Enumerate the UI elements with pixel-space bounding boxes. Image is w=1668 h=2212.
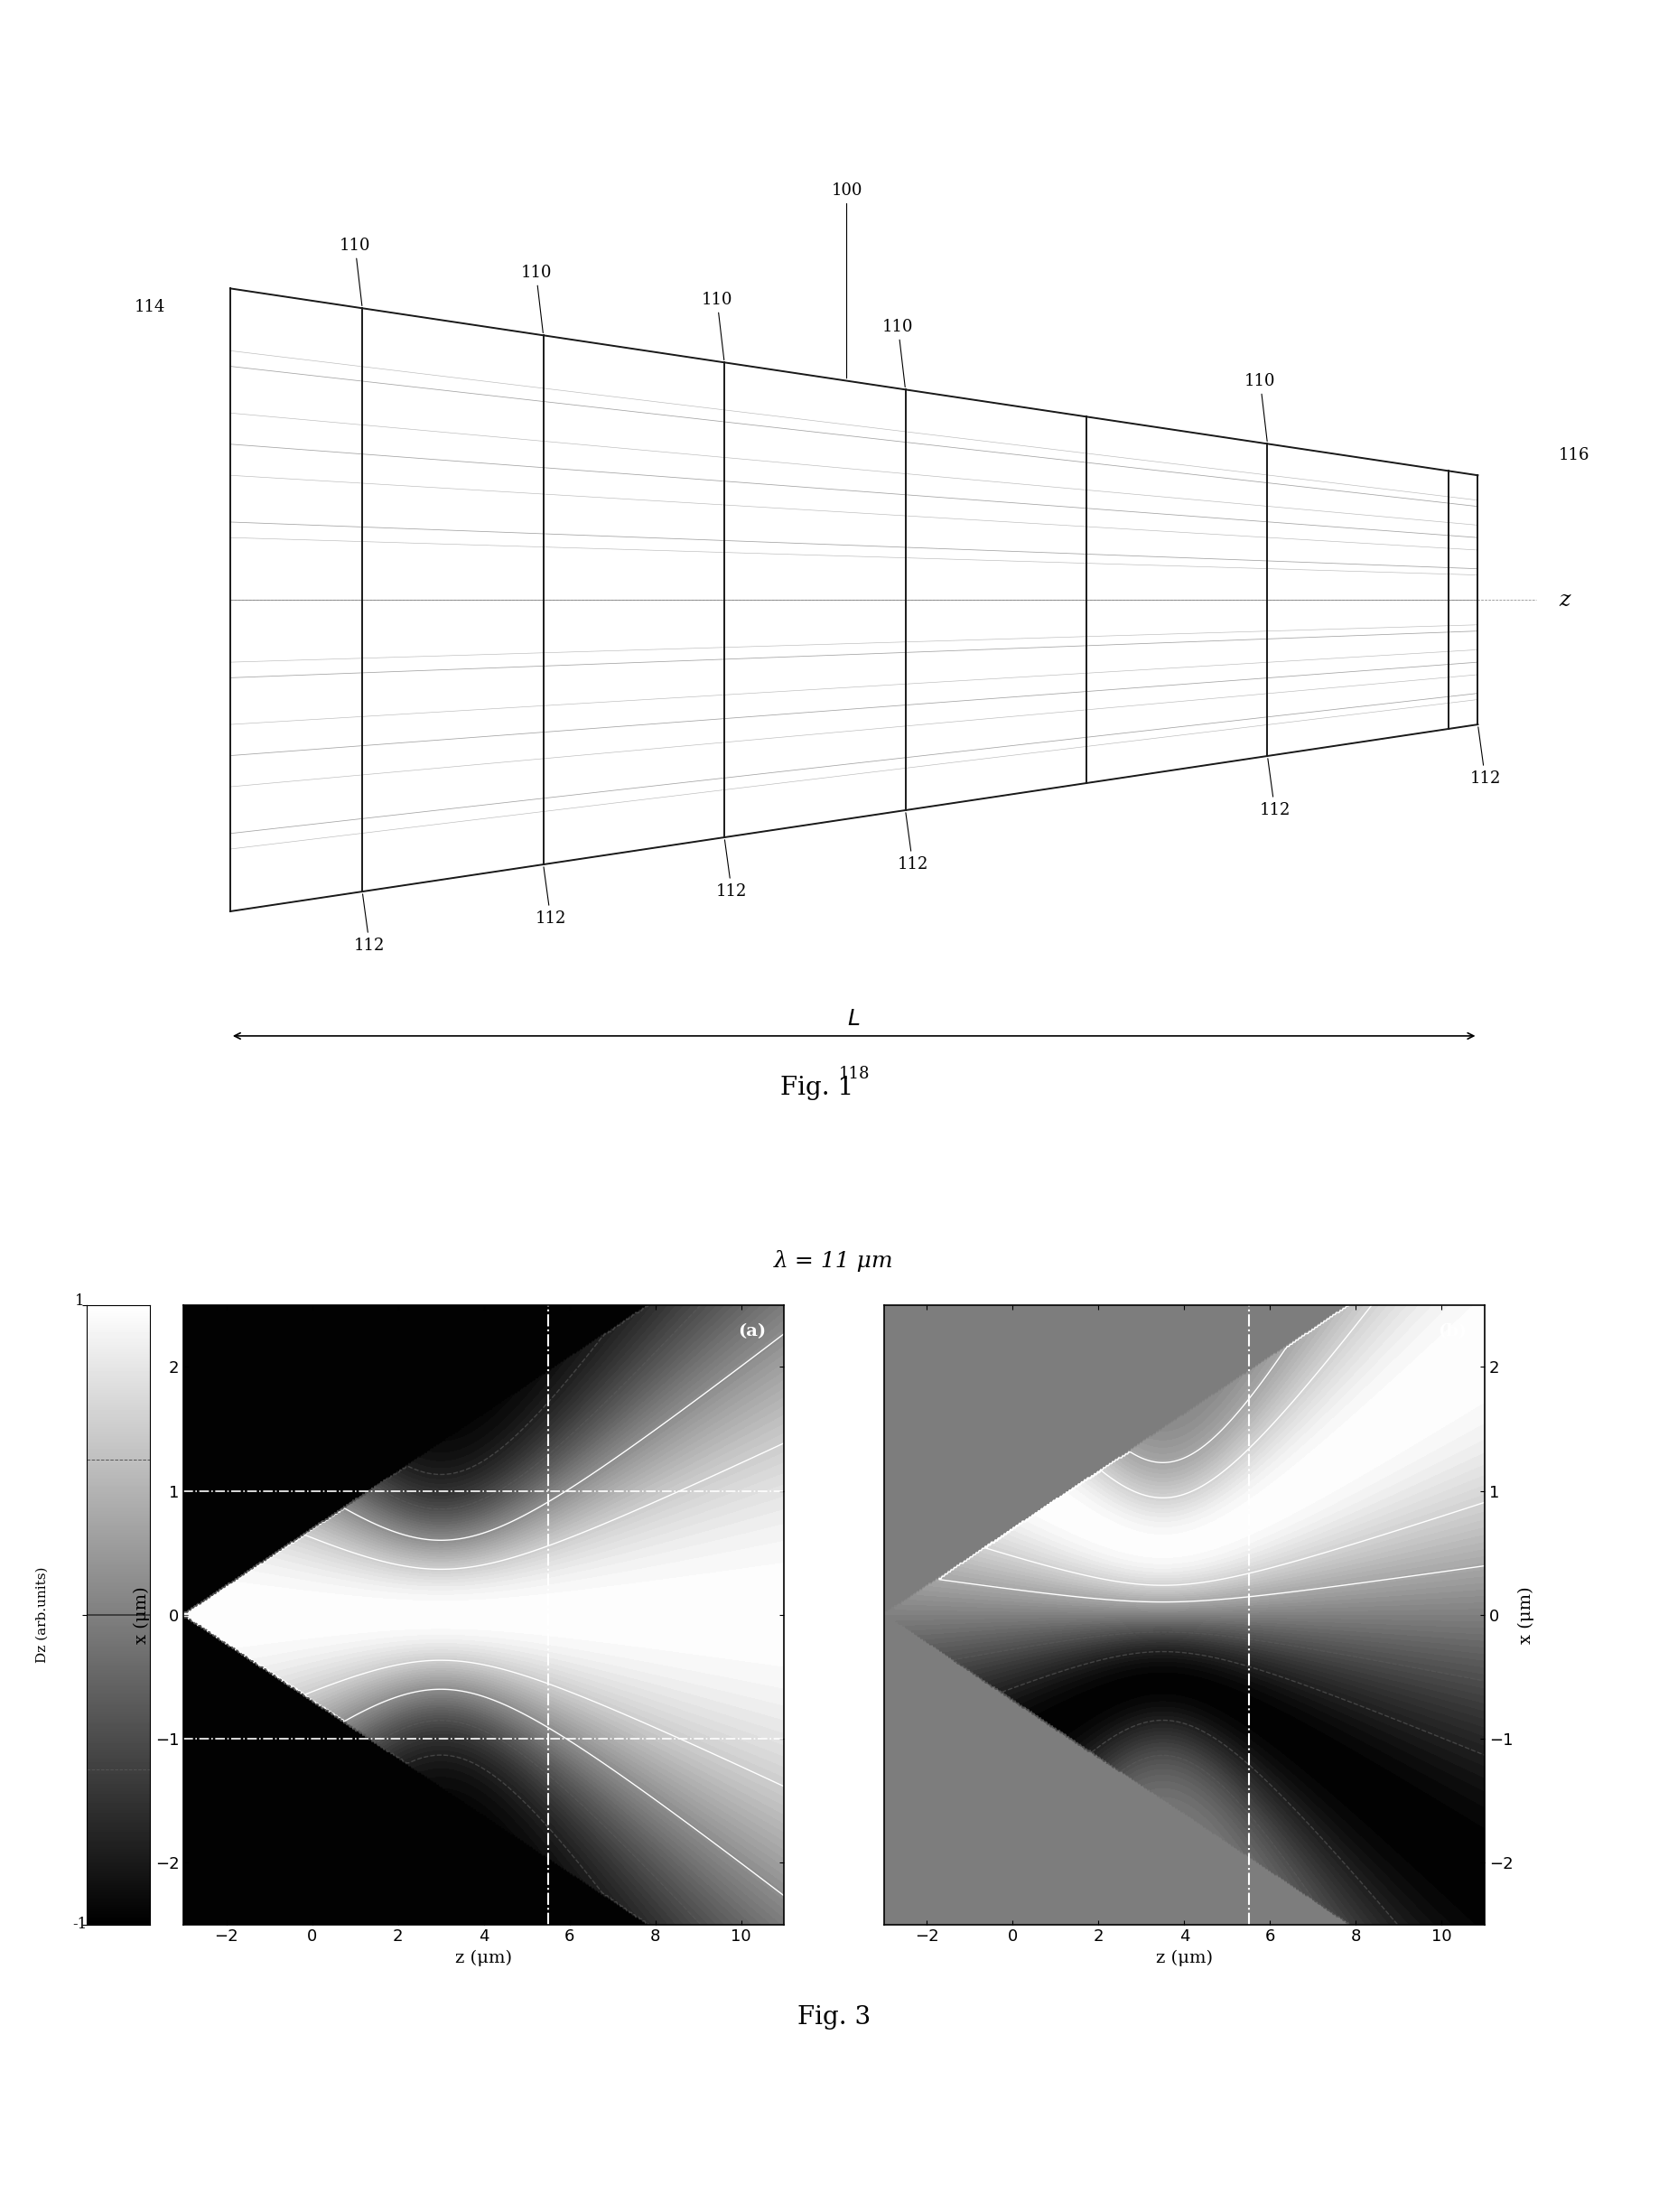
Text: Fig. 3: Fig. 3 bbox=[797, 2004, 871, 2028]
Text: -1: -1 bbox=[73, 1918, 87, 1931]
Text: z: z bbox=[1558, 591, 1570, 611]
Text: $L$: $L$ bbox=[847, 1009, 861, 1031]
Y-axis label: x (μm): x (μm) bbox=[1518, 1586, 1535, 1644]
Text: Fig. 1: Fig. 1 bbox=[781, 1075, 854, 1099]
Text: 116: 116 bbox=[1558, 447, 1590, 462]
Text: 110: 110 bbox=[882, 319, 914, 387]
Text: 114: 114 bbox=[133, 299, 165, 316]
Text: (b): (b) bbox=[1438, 1323, 1466, 1340]
Text: 112: 112 bbox=[1259, 759, 1291, 818]
Text: 112: 112 bbox=[1470, 728, 1501, 787]
Text: 1: 1 bbox=[75, 1294, 85, 1307]
Y-axis label: x (μm): x (μm) bbox=[133, 1586, 150, 1644]
Text: λ = 11 μm: λ = 11 μm bbox=[774, 1250, 894, 1272]
Text: Dz (arb.units): Dz (arb.units) bbox=[35, 1566, 48, 1663]
X-axis label: z (μm): z (μm) bbox=[455, 1951, 512, 1966]
Text: 110: 110 bbox=[1244, 374, 1276, 442]
Text: 110: 110 bbox=[520, 263, 552, 332]
X-axis label: z (μm): z (μm) bbox=[1156, 1951, 1213, 1966]
Text: 100: 100 bbox=[831, 181, 862, 378]
Text: 110: 110 bbox=[339, 237, 370, 305]
Text: (a): (a) bbox=[737, 1323, 766, 1340]
Text: 112: 112 bbox=[897, 812, 929, 872]
Text: 112: 112 bbox=[354, 894, 385, 953]
Text: 110: 110 bbox=[702, 292, 732, 361]
Text: 118: 118 bbox=[839, 1066, 869, 1082]
Text: 112: 112 bbox=[535, 867, 565, 927]
Text: 112: 112 bbox=[716, 841, 747, 900]
